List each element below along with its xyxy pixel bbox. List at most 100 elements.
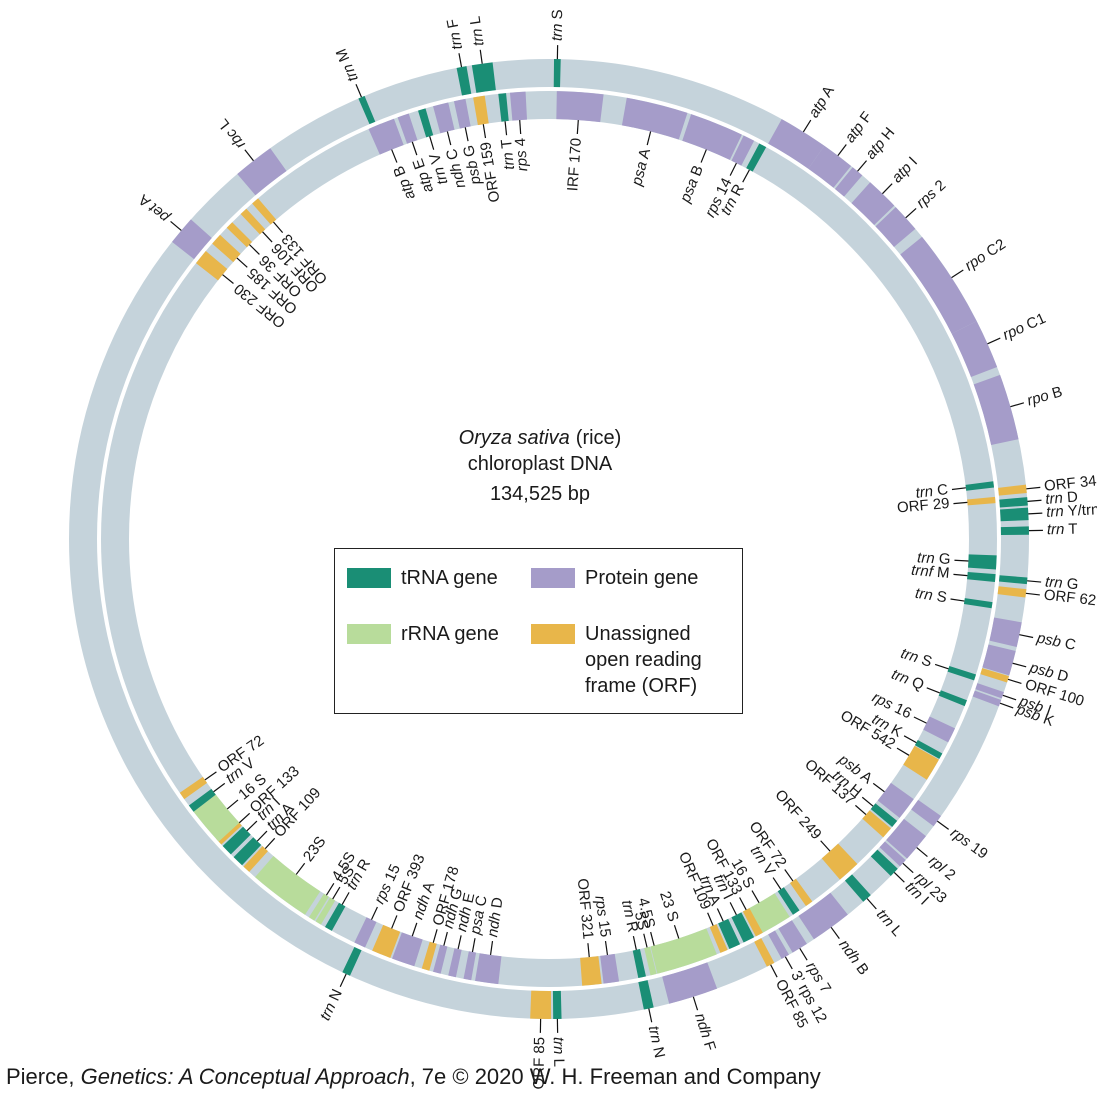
- gene-block-protein: [237, 148, 287, 196]
- gene-block-trna: [471, 62, 496, 93]
- gene-block-protein: [975, 683, 1004, 699]
- gene-block-orf: [252, 198, 277, 225]
- gene-label: ndh D: [484, 896, 506, 938]
- gene-block-protein: [556, 91, 604, 123]
- leader-line: [707, 912, 714, 926]
- gene-label: atp I: [888, 153, 921, 186]
- leader-line: [238, 812, 251, 824]
- leader-line: [673, 924, 680, 939]
- gene-label: ORF 249: [771, 786, 824, 843]
- gene-block-protein: [900, 236, 977, 334]
- leader-line: [799, 947, 808, 961]
- gene-block-trna: [965, 481, 995, 491]
- gene-block-trna: [188, 788, 216, 812]
- leader-line: [1019, 634, 1034, 639]
- leader-line: [692, 996, 699, 1011]
- gene-label: trn S: [914, 585, 948, 606]
- gene-blocks: [172, 59, 1029, 1019]
- gene-block-trna: [553, 59, 561, 88]
- genome-type: chloroplast DNA: [468, 453, 613, 475]
- gene-block-trna: [325, 902, 346, 931]
- leader-line: [482, 124, 487, 139]
- legend-orf-swatch: [531, 624, 575, 644]
- gene-label: psa A: [628, 147, 654, 189]
- gene-label: psb D: [1027, 659, 1070, 686]
- gene-block-orf: [530, 990, 552, 1019]
- leader-line: [479, 49, 483, 64]
- legend-orf-label: Unassigned open reading frame (ORF): [585, 623, 702, 697]
- leader-line: [519, 119, 522, 135]
- gene-label: ndh C: [443, 147, 469, 190]
- gene-block-trna: [342, 946, 362, 976]
- inner-ring: [101, 91, 997, 987]
- gene-label: rps 15: [591, 895, 614, 939]
- gene-block-trna: [777, 887, 800, 915]
- gene-block-trna: [963, 598, 993, 609]
- gene-block-orf: [580, 956, 602, 986]
- gene-block-protein: [851, 182, 895, 226]
- gene-block-orf: [212, 234, 241, 263]
- leader-line: [587, 943, 590, 958]
- gene-block-trna: [632, 949, 646, 979]
- legend: tRNA gene Protein gene rRNA gene Unassig…: [334, 548, 743, 714]
- gene-block-protein: [509, 91, 528, 121]
- gene-label: psb G: [460, 143, 485, 187]
- leader-line: [1026, 486, 1041, 490]
- gene-label: trn Q: [889, 666, 926, 694]
- gene-block-protein: [463, 951, 477, 981]
- leader-line: [716, 908, 724, 922]
- gene-block-rrna: [644, 946, 657, 976]
- gene-label: rps 2: [913, 177, 949, 212]
- gene-label: trn N: [317, 987, 346, 1024]
- leader-line: [464, 127, 469, 142]
- gene-label: trn L: [550, 1037, 568, 1067]
- leader-line: [1010, 402, 1025, 408]
- gene-block-orf: [998, 484, 1027, 496]
- gene-block-trna: [968, 554, 997, 570]
- leader-line: [936, 820, 950, 830]
- gene-label: 23 S: [656, 889, 682, 924]
- gene-block-protein: [392, 932, 423, 967]
- leader-line: [855, 804, 867, 815]
- gene-label: trn L: [873, 906, 906, 940]
- leader-line: [213, 782, 226, 793]
- gene-label: rbc L: [215, 115, 249, 152]
- leader-line: [411, 141, 418, 156]
- gene-block-protein: [682, 114, 742, 160]
- gene-label: rpo C1: [1000, 310, 1048, 344]
- gene-label: trn F: [444, 18, 466, 51]
- legend-trna-swatch: [347, 568, 391, 588]
- gene-block-rrna: [255, 855, 321, 915]
- gene-label: trn G: [917, 549, 951, 568]
- gene-label: ndh B: [835, 937, 872, 979]
- leader-line: [391, 915, 398, 929]
- gene-block-protein: [989, 617, 1022, 647]
- leader-line: [504, 121, 508, 136]
- gene-block-protein: [982, 644, 1016, 676]
- gene-block-orf: [997, 586, 1027, 598]
- gene-block-protein: [731, 135, 755, 166]
- gene-block-trna: [638, 980, 654, 1010]
- gene-label: trn C: [915, 481, 950, 502]
- gene-label: psb C: [1034, 629, 1077, 654]
- leader-line: [391, 149, 398, 163]
- leader-line: [953, 501, 968, 505]
- gene-block-protein: [662, 962, 718, 1004]
- gene-label: trn R: [618, 899, 641, 935]
- gene-block-trna: [1000, 507, 1029, 522]
- leader-line: [443, 931, 448, 946]
- gene-block-orf: [862, 810, 891, 838]
- leader-line: [341, 892, 350, 905]
- leader-line: [830, 926, 840, 940]
- leader-line: [903, 735, 917, 744]
- gene-block-orf: [195, 251, 228, 281]
- gene-block-trna: [947, 665, 977, 681]
- gene-label: atp A: [805, 83, 838, 121]
- gene-block-trna: [999, 497, 1028, 508]
- gene-block-trna: [998, 575, 1028, 585]
- leader-line: [355, 84, 363, 98]
- gene-label: trn S: [899, 645, 934, 671]
- legend-orf: Unassigned open reading frame (ORF): [531, 621, 702, 699]
- gene-label: trn V: [426, 151, 451, 186]
